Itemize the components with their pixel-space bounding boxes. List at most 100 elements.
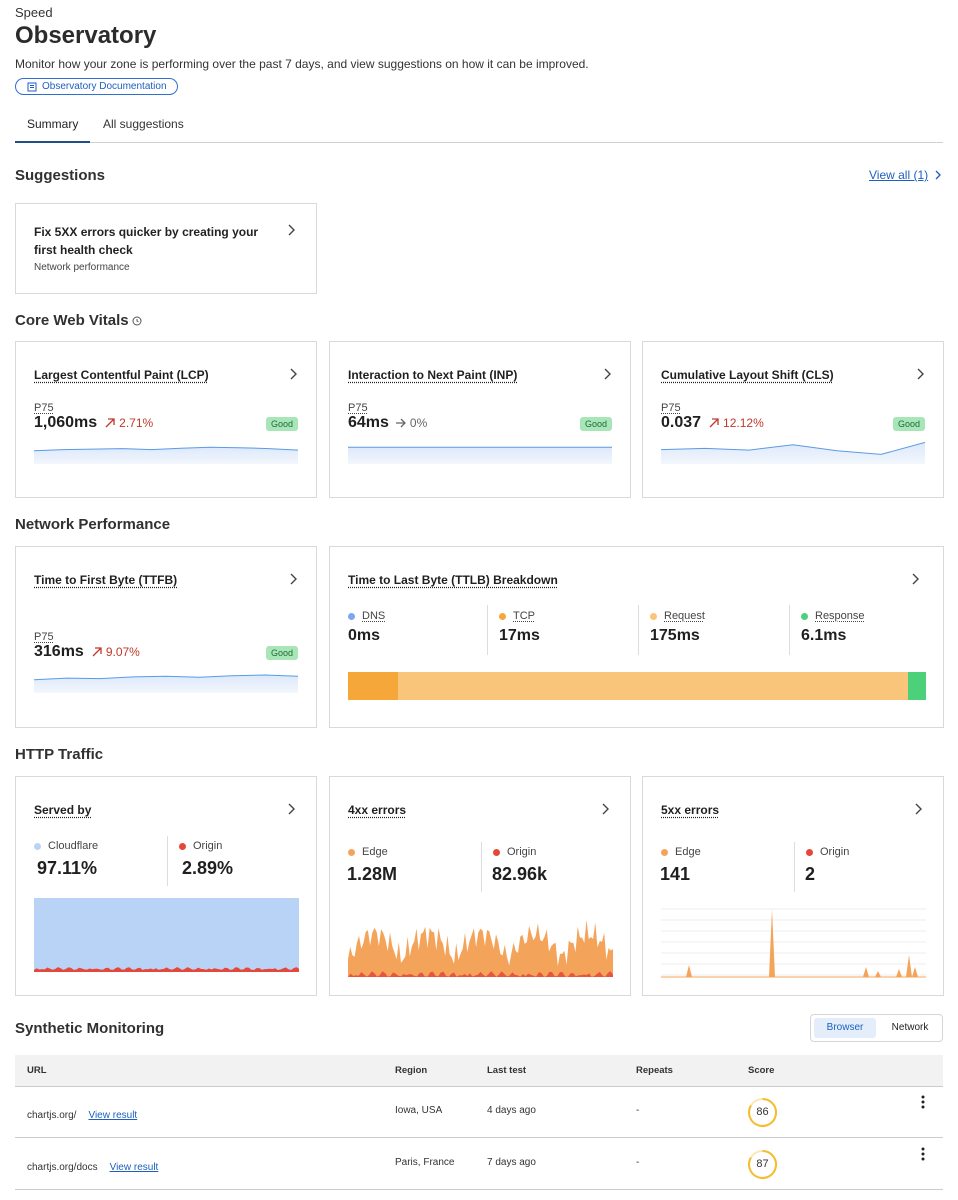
suggestion-title: Fix 5XX errors quicker by creating your … [34, 225, 259, 257]
column-divider [167, 836, 168, 886]
section-title: Synthetic Monitoring [15, 1020, 165, 1037]
column-divider [789, 605, 790, 655]
trend-up-icon [92, 647, 102, 657]
row-menu-icon [921, 1095, 925, 1109]
traffic-chart [34, 898, 299, 972]
column-divider [487, 605, 488, 655]
metric-label: P75 [34, 631, 54, 643]
section-title: HTTP Traffic [15, 746, 104, 763]
breakdown-bar-segment [397, 672, 909, 700]
tab-summary[interactable]: Summary [27, 117, 79, 131]
card-title: Cumulative Layout Shift (CLS) [661, 368, 834, 382]
traffic-chart [661, 908, 926, 978]
row-repeats: - [636, 1157, 640, 1168]
card-title: Time to Last Byte (TTLB) Breakdown [348, 573, 558, 587]
legend-dot [34, 843, 41, 850]
card-title: Served by [34, 803, 92, 817]
tab-all-suggestions[interactable]: All suggestions [103, 117, 184, 131]
card-title: 5xx errors [661, 803, 720, 817]
traffic-card[interactable]: 4xx errors Edge 1.28M Origin 82.96k [329, 776, 631, 996]
metric-card[interactable]: Cumulative Layout Shift (CLS) P75 0.037 12.… [642, 341, 944, 498]
row-repeats: - [636, 1105, 640, 1116]
sparkline [661, 441, 925, 464]
traffic-chart [348, 919, 613, 977]
legend-dot [179, 843, 186, 850]
score-ring [748, 1149, 778, 1179]
tab-divider [15, 142, 943, 143]
row-url: chartjs.org/View result [27, 1105, 137, 1123]
row-menu-icon [921, 1147, 925, 1161]
page-title: Observatory [15, 22, 157, 49]
metric-row: 0.037 12.12% [661, 414, 764, 432]
metric-row: 1,060ms 2.71% [34, 414, 153, 432]
breakdown-bar-segment [348, 672, 398, 700]
row-last-test: 7 days ago [487, 1157, 536, 1168]
metric-label: P75 [348, 402, 368, 414]
legend-label: Cloudflare [48, 840, 99, 852]
section-title: Core Web Vitals [15, 312, 129, 329]
tab-active-indicator [15, 141, 90, 143]
trend-flat-icon [395, 418, 406, 428]
metric-card[interactable]: Interaction to Next Paint (INP) P75 64ms 0%… [329, 341, 631, 498]
chevron-icon [912, 573, 919, 585]
table-header-bg [15, 1055, 943, 1087]
status-badge: Good [265, 417, 298, 431]
chevron-icon [290, 368, 297, 380]
metric-card[interactable]: Largest Contentful Paint (LCP) P75 1,060ms… [15, 341, 317, 498]
metric-row: 64ms 0% [348, 414, 427, 432]
suggestion-card[interactable]: Fix 5XX errors quicker by creating your … [15, 203, 317, 294]
info-icon [132, 316, 142, 326]
score-value: 86 [756, 1106, 769, 1118]
row-divider [15, 1137, 943, 1138]
ttlb-card[interactable]: Time to Last Byte (TTLB) Breakdown DNS 0ms… [329, 546, 944, 728]
view-all-link[interactable]: View all (1) [869, 168, 929, 182]
legend-dot [493, 849, 500, 856]
toggle-network[interactable]: Network [891, 1022, 929, 1033]
legend-dot [801, 613, 808, 620]
status-badge: Good [579, 417, 612, 431]
view-result-link[interactable]: View result [109, 1162, 159, 1173]
column-header: Region [395, 1065, 428, 1076]
chevron-icon [288, 224, 295, 236]
view-toggle: Browser Network [810, 1014, 943, 1042]
metric-card[interactable]: Time to First Byte (TTFB) P75 316ms 9.07% Go… [15, 546, 317, 728]
score-value: 87 [756, 1158, 769, 1170]
card-title: Interaction to Next Paint (INP) [348, 368, 518, 382]
breakdown-label: DNS [362, 610, 386, 622]
traffic-value: 2 [805, 864, 816, 884]
metric-value: 1,060ms [34, 414, 98, 431]
toggle-browser[interactable]: Browser [814, 1018, 876, 1038]
documentation-link[interactable]: Observatory Documentation [15, 78, 178, 95]
breakdown-bar-segment [908, 672, 926, 700]
metric-value: 316ms [34, 643, 84, 660]
sparkline [348, 446, 612, 464]
row-region: Iowa, USA [395, 1105, 443, 1116]
chevron-icon [288, 803, 295, 815]
chevron-icon [290, 573, 297, 585]
metric-label: P75 [661, 402, 681, 414]
metric-label: P75 [34, 402, 54, 414]
score-ring [748, 1097, 778, 1127]
chevron-icon [602, 803, 609, 815]
sparkline [34, 674, 298, 693]
column-divider [794, 842, 795, 892]
traffic-value: 141 [660, 864, 691, 884]
book-icon [27, 82, 37, 92]
breakdown-value: 6.1ms [801, 627, 847, 644]
legend-label: Origin [193, 840, 223, 852]
suggestion-category: Network performance [34, 262, 130, 273]
breakdown-label: TCP [513, 610, 535, 622]
view-result-link[interactable]: View result [88, 1110, 138, 1121]
column-header: URL [27, 1065, 47, 1076]
traffic-card[interactable]: 5xx errors Edge 141 Origin 2 [642, 776, 944, 996]
metric-row: 316ms 9.07% [34, 643, 140, 661]
chevron-icon [604, 368, 611, 380]
metric-value: 0.037 [661, 414, 702, 431]
breadcrumb: Speed [15, 5, 53, 20]
row-divider [15, 1189, 943, 1190]
legend-dot [661, 849, 668, 856]
traffic-card[interactable]: Served by Cloudflare 97.11% Origin 2.89% [15, 776, 317, 996]
row-url: chartjs.org/docs View result [27, 1157, 158, 1175]
